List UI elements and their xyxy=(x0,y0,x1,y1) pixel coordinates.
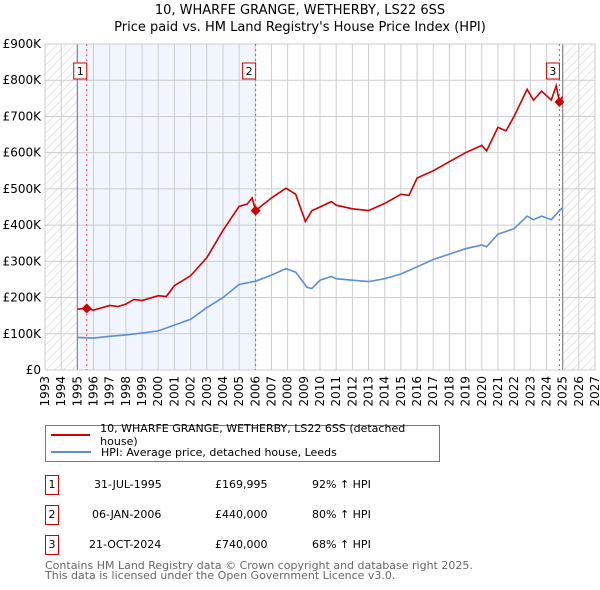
sale-label-box xyxy=(545,62,560,80)
sale-price: £740,000 xyxy=(215,538,268,551)
y-tick-label: £0 xyxy=(26,363,41,377)
y-tick-label: £500K xyxy=(3,182,43,196)
x-tick-label: 2026 xyxy=(572,376,586,407)
sale-price: £440,000 xyxy=(215,508,268,521)
x-tick-label: 2024 xyxy=(539,376,553,407)
footer-copyright: Contains HM Land Registry data © Crown c… xyxy=(45,559,473,572)
x-tick-label: 2000 xyxy=(151,376,165,407)
x-tick-label: 2019 xyxy=(459,376,473,407)
price-chart: 1993 1994 1995 1996 1997 1998 1999 2000 2001 2002… xyxy=(3,37,600,407)
hpi-line xyxy=(77,207,564,339)
y-tick-label: £800K xyxy=(3,73,43,87)
sale-label: 2 xyxy=(246,65,253,78)
x-tick-label: 2006 xyxy=(248,376,262,407)
sale-point-marker xyxy=(81,303,92,314)
sale-row: 1 31-JUL-1995 £169,995 92% ↑ HPI xyxy=(45,475,465,495)
x-tick-label: 2011 xyxy=(329,376,343,407)
x-tick-label: 2020 xyxy=(475,376,489,407)
sale-hpi-diff: 68% ↑ HPI xyxy=(312,538,371,551)
x-tick-label: 1998 xyxy=(119,376,133,407)
x-tick-label: 2013 xyxy=(362,376,376,407)
x-tick-label: 2016 xyxy=(410,376,424,407)
property-price-line xyxy=(77,82,564,312)
y-tick-label: £200K xyxy=(3,291,43,305)
x-tick-label: 1996 xyxy=(87,376,101,407)
x-tick-label: 2027 xyxy=(588,376,600,407)
sale-marker-badge: 3 xyxy=(45,535,59,555)
x-tick-label: 2001 xyxy=(167,376,181,407)
sale-label-box xyxy=(73,62,88,80)
y-tick-label: £300K xyxy=(3,254,43,268)
x-tick-label: 2025 xyxy=(556,376,570,407)
sale-date: 06-JAN-2006 xyxy=(92,508,162,521)
y-tick-label: £900K xyxy=(3,37,43,51)
chart-title: 10, WHARFE GRANGE, WETHERBY, LS22 6SS xyxy=(154,3,446,18)
sale-hpi-diff: 80% ↑ HPI xyxy=(312,508,371,521)
sale-date: 21-OCT-2024 xyxy=(89,538,162,551)
legend-swatch-blue xyxy=(51,451,91,453)
legend-item-property: 10, WHARFE GRANGE, WETHERBY, LS22 6SS (d… xyxy=(51,422,439,448)
sale-label: 3 xyxy=(549,65,556,78)
y-tick-label: £400K xyxy=(3,218,43,232)
x-tick-label: 1993 xyxy=(38,376,52,407)
sale-price: £169,995 xyxy=(215,478,268,491)
legend-label: HPI: Average price, detached house, Leed… xyxy=(101,445,337,459)
sale-label: 1 xyxy=(77,65,84,78)
x-tick-label: 2009 xyxy=(297,376,311,407)
x-tick-label: 1995 xyxy=(70,376,84,407)
x-tick-label: 2010 xyxy=(313,376,327,407)
x-tick-label: 2004 xyxy=(216,376,230,407)
y-tick-label: £600K xyxy=(3,146,43,160)
x-tick-label: 2008 xyxy=(281,376,295,407)
sale-label-box xyxy=(242,62,257,80)
sale-row: 2 06-JAN-2006 £440,000 80% ↑ HPI xyxy=(45,505,465,525)
sale-row: 3 21-OCT-2024 £740,000 68% ↑ HPI xyxy=(45,535,465,555)
x-tick-label: 2023 xyxy=(523,376,537,407)
legend-swatch-red xyxy=(51,434,91,436)
shaded-ownership-region xyxy=(77,44,256,370)
y-tick-label: £700K xyxy=(3,109,43,123)
x-tick-label: 2003 xyxy=(200,376,214,407)
x-tick-label: 2022 xyxy=(507,376,521,407)
legend: 10, WHARFE GRANGE, WETHERBY, LS22 6SS (d… xyxy=(45,422,440,462)
x-tick-label: 2014 xyxy=(378,376,392,407)
legend-item-hpi: HPI: Average price, detached house, Leed… xyxy=(51,444,337,460)
x-tick-label: 2018 xyxy=(442,376,456,407)
y-tick-label: £100K xyxy=(3,327,43,341)
x-tick-label: 1997 xyxy=(103,376,117,407)
x-tick-label: 2002 xyxy=(184,376,198,407)
sale-marker-badge: 2 xyxy=(45,505,59,525)
x-tick-label: 1994 xyxy=(54,376,68,407)
x-tick-label: 2015 xyxy=(394,376,408,407)
x-tick-label: 2012 xyxy=(345,376,359,407)
sale-date: 31-JUL-1995 xyxy=(94,478,162,491)
x-tick-label: 2005 xyxy=(232,376,246,407)
x-tick-label: 1999 xyxy=(135,376,149,407)
x-tick-label: 2021 xyxy=(491,376,505,407)
sale-marker-badge: 1 xyxy=(45,475,59,495)
sale-hpi-diff: 92% ↑ HPI xyxy=(312,478,371,491)
sale-point-marker xyxy=(250,205,261,216)
x-tick-label: 2007 xyxy=(264,376,278,407)
x-tick-label: 2017 xyxy=(426,376,440,407)
plot-border xyxy=(44,43,596,371)
footer-licence: This data is licensed under the Open Gov… xyxy=(45,569,396,582)
legend-label: 10, WHARFE GRANGE, WETHERBY, LS22 6SS (d… xyxy=(100,422,406,448)
chart-subtitle: Price paid vs. HM Land Registry's House … xyxy=(114,20,486,35)
sale-point-marker xyxy=(554,96,565,107)
